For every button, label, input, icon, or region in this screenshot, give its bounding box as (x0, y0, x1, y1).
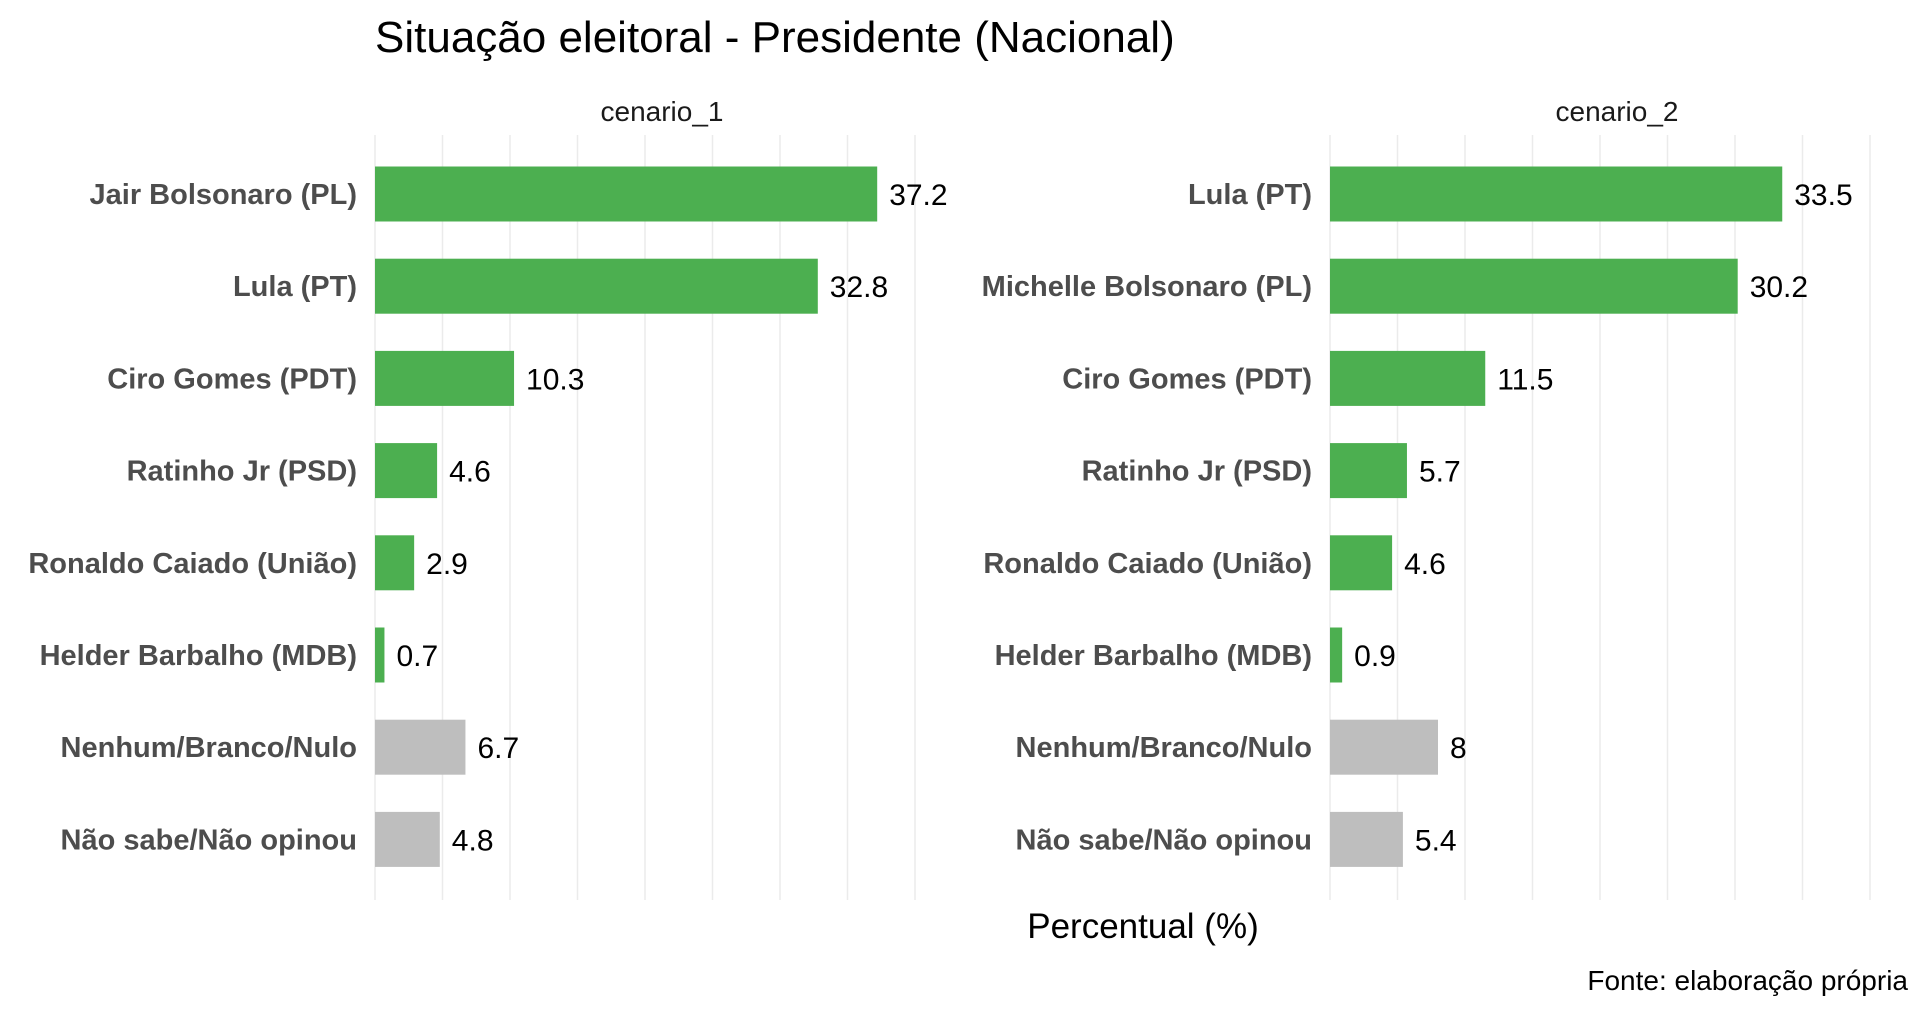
category-label-helder-barbalho-mdb: Helder Barbalho (MDB) (995, 640, 1312, 672)
category-label-lula-pt: Lula (PT) (233, 271, 357, 303)
chart-title: Situação eleitoral - Presidente (Naciona… (375, 13, 1175, 62)
bar-nao-sabe-nao-opinou (1330, 811, 1403, 867)
category-label-ciro-gomes-pdt: Ciro Gomes (PDT) (1062, 363, 1312, 395)
bar-jair-bolsonaro-pl (375, 166, 878, 222)
bar-nenhum-branco-nulo (1330, 719, 1438, 775)
value-label-nenhum-branco-nulo: 6.7 (477, 732, 519, 765)
value-label-ronaldo-caiado-uniao: 4.6 (1404, 548, 1446, 581)
value-label-nao-sabe-nao-opinou: 4.8 (452, 824, 494, 857)
bar-ratinho-jr-psd (375, 443, 438, 499)
bar-ronaldo-caiado-uniao (1330, 535, 1393, 591)
bar-ciro-gomes-pdt (375, 350, 515, 406)
category-label-helder-barbalho-mdb: Helder Barbalho (MDB) (40, 640, 357, 672)
category-label-jair-bolsonaro-pl: Jair Bolsonaro (PL) (90, 179, 358, 211)
category-label-nao-sabe-nao-opinou: Não sabe/Não opinou (1016, 824, 1312, 856)
value-label-ronaldo-caiado-uniao: 2.9 (426, 548, 468, 581)
panel-strip-label: cenario_2 (1556, 96, 1679, 127)
category-label-lula-pt: Lula (PT) (1188, 179, 1312, 211)
value-label-ratinho-jr-psd: 4.6 (449, 456, 491, 489)
bar-ciro-gomes-pdt (1330, 350, 1486, 406)
category-label-ratinho-jr-psd: Ratinho Jr (PSD) (1082, 456, 1312, 488)
category-label-nenhum-branco-nulo: Nenhum/Branco/Nulo (1016, 732, 1312, 764)
bar-ronaldo-caiado-uniao (375, 535, 415, 591)
value-label-nenhum-branco-nulo: 8 (1450, 732, 1467, 765)
caption: Fonte: elaboração própria (1587, 965, 1908, 996)
bar-michelle-bolsonaro-pl (1330, 258, 1738, 314)
value-label-nao-sabe-nao-opinou: 5.4 (1415, 824, 1457, 857)
value-label-lula-pt: 32.8 (830, 271, 888, 304)
category-label-ronaldo-caiado-uniao: Ronaldo Caiado (União) (983, 548, 1312, 580)
bar-ratinho-jr-psd (1330, 443, 1407, 499)
category-label-ciro-gomes-pdt: Ciro Gomes (PDT) (107, 363, 357, 395)
category-label-ratinho-jr-psd: Ratinho Jr (PSD) (127, 456, 357, 488)
panel-cenario-2: cenario_2 Lula (PT) 33.5 Michelle Bolsonar… (982, 96, 1871, 900)
value-label-ratinho-jr-psd: 5.7 (1419, 456, 1461, 489)
bar-lula-pt (1330, 166, 1783, 222)
category-label-nao-sabe-nao-opinou: Não sabe/Não opinou (61, 824, 357, 856)
category-label-ronaldo-caiado-uniao: Ronaldo Caiado (União) (28, 548, 357, 580)
bar-helder-barbalho-mdb (375, 627, 385, 683)
value-label-jair-bolsonaro-pl: 37.2 (889, 179, 947, 212)
panel-cenario-1: cenario_1 Jair Bolsonaro (PL) 37.2 Lula (P… (28, 96, 948, 900)
value-label-ciro-gomes-pdt: 11.5 (1497, 363, 1553, 396)
value-label-lula-pt: 33.5 (1794, 179, 1852, 212)
value-label-helder-barbalho-mdb: 0.7 (396, 640, 438, 673)
value-label-ciro-gomes-pdt: 10.3 (526, 363, 584, 396)
bar-nenhum-branco-nulo (375, 719, 466, 775)
bar-lula-pt (375, 258, 818, 314)
bar-nao-sabe-nao-opinou (375, 811, 440, 867)
value-label-michelle-bolsonaro-pl: 30.2 (1750, 271, 1808, 304)
category-label-michelle-bolsonaro-pl: Michelle Bolsonaro (PL) (982, 271, 1312, 303)
value-label-helder-barbalho-mdb: 0.9 (1354, 640, 1396, 673)
x-axis-label: Percentual (%) (1027, 907, 1258, 946)
panel-strip-label: cenario_1 (601, 96, 724, 127)
category-label-nenhum-branco-nulo: Nenhum/Branco/Nulo (61, 732, 357, 764)
bar-helder-barbalho-mdb (1330, 627, 1343, 683)
